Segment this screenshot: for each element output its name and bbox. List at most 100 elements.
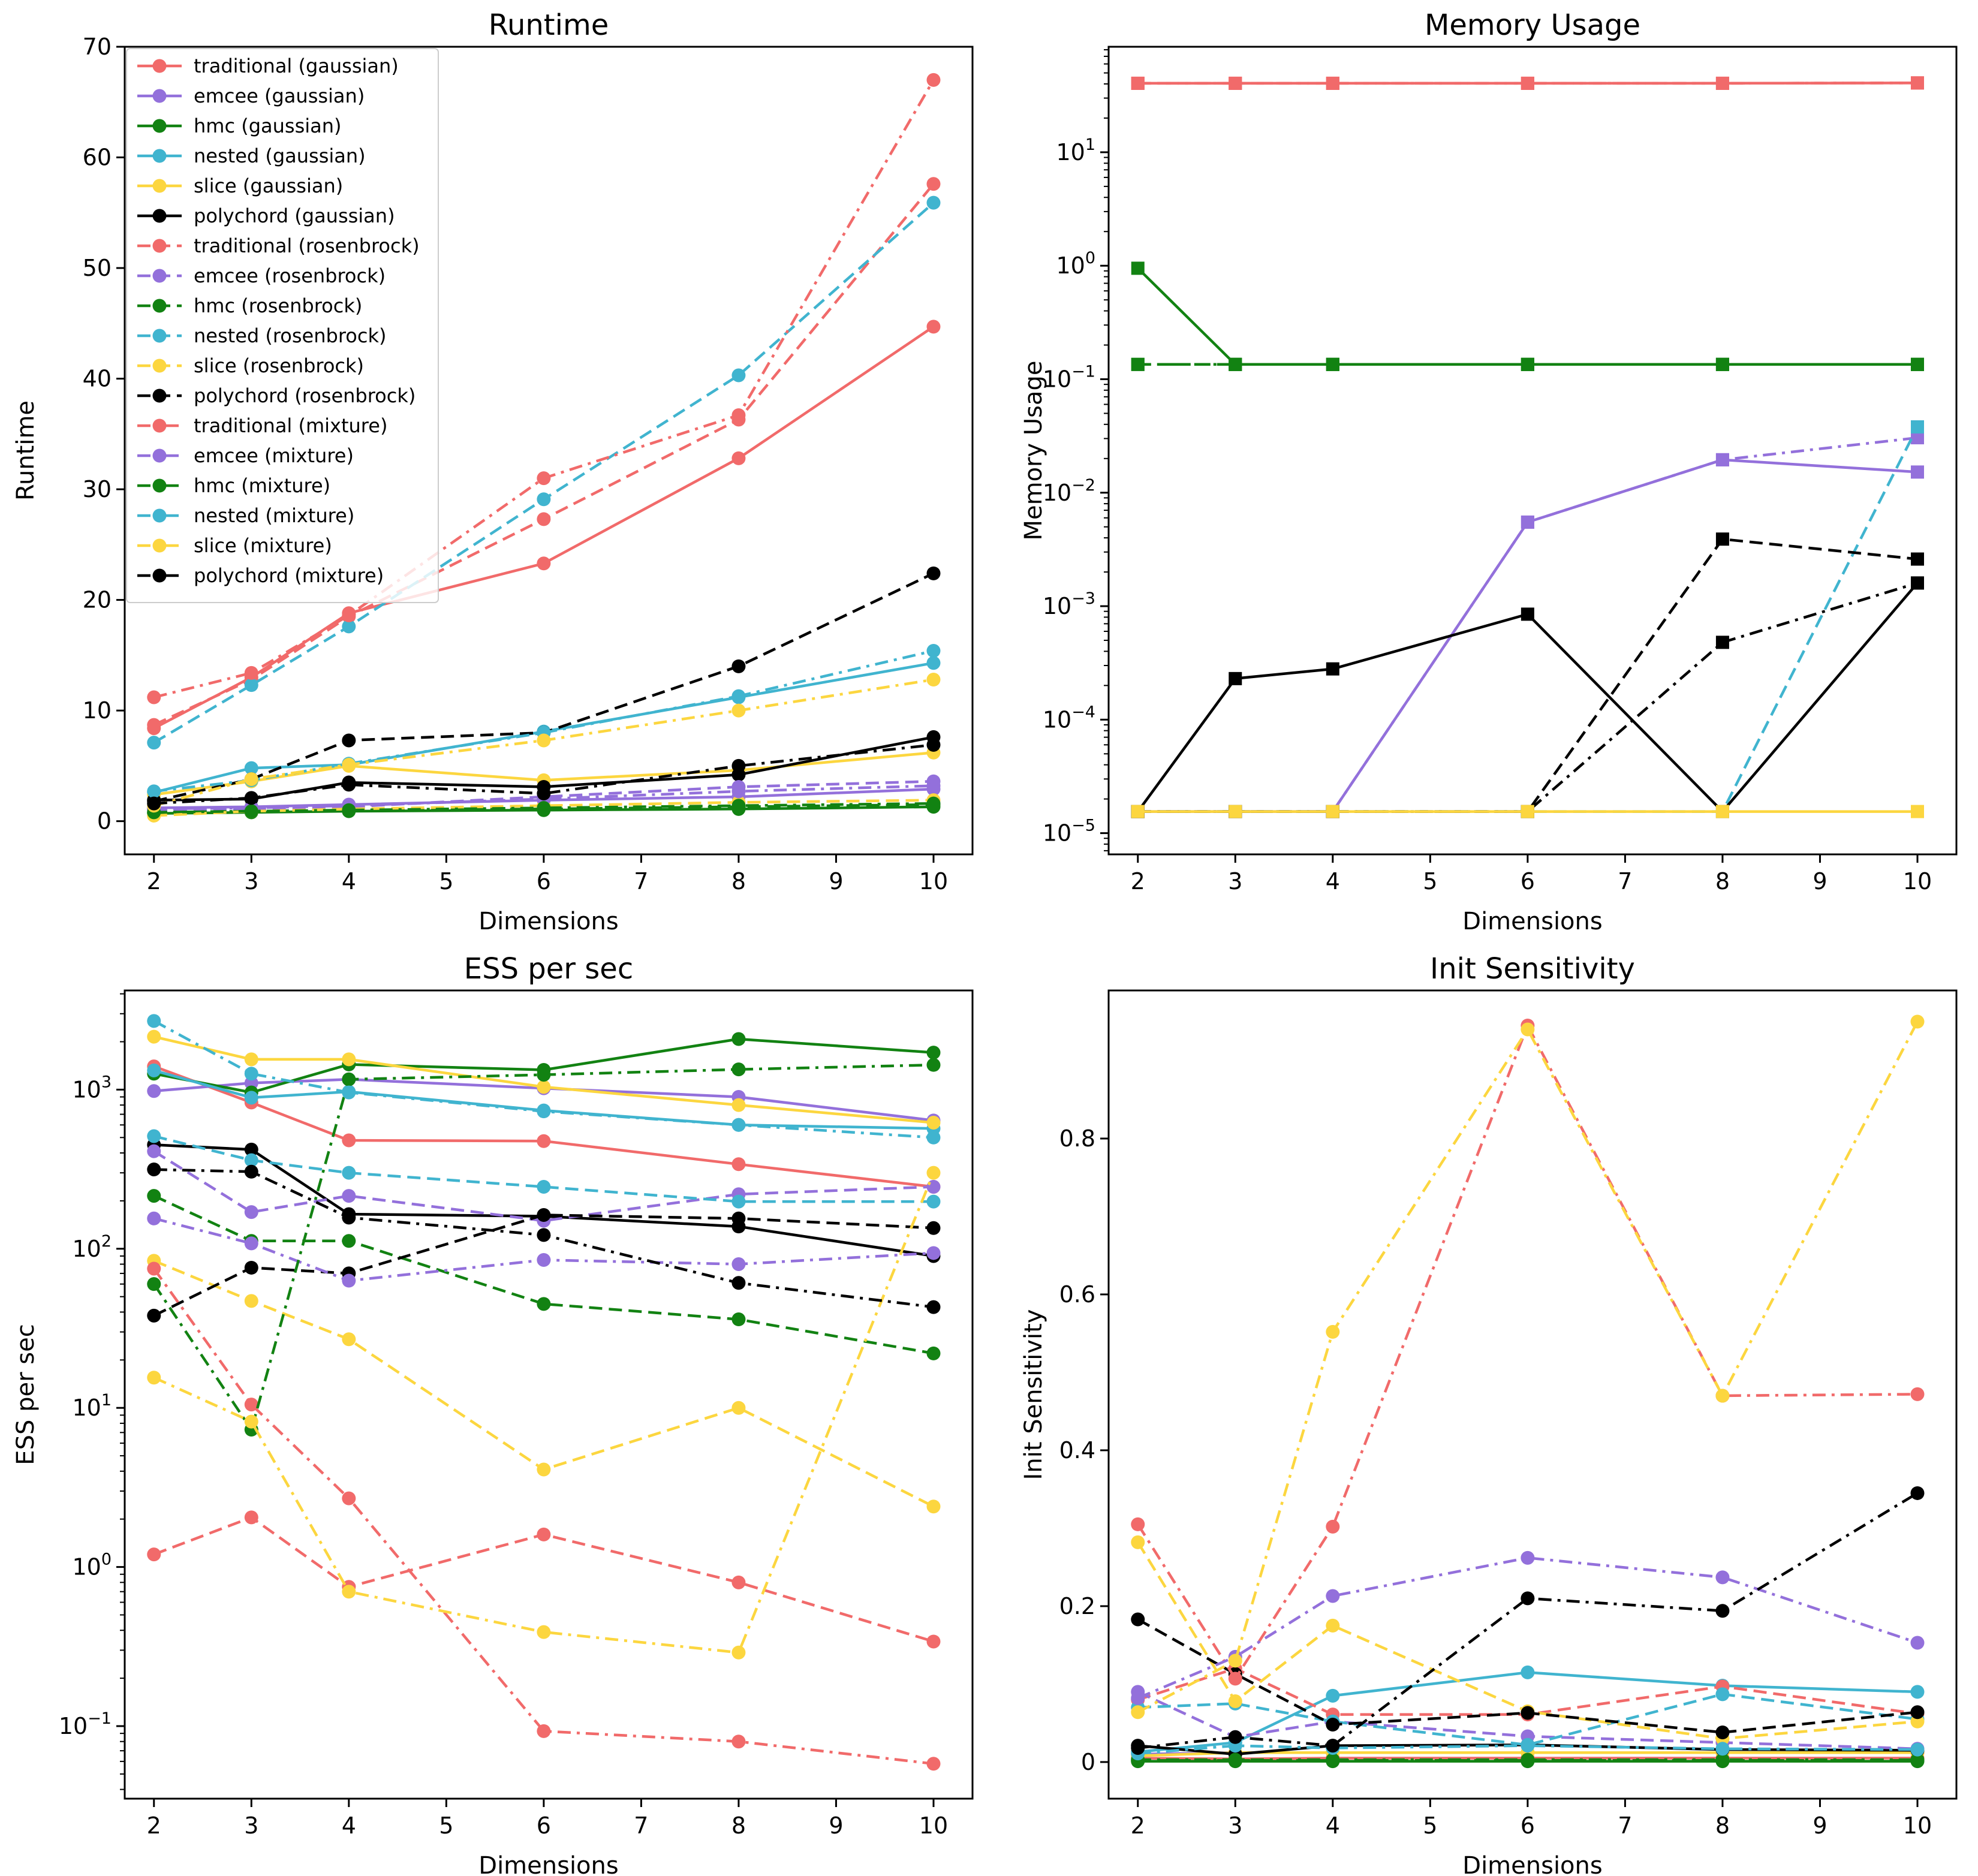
ess-point [731, 1062, 746, 1077]
ess-point [731, 1575, 746, 1589]
runtime-point [244, 678, 258, 692]
runtime-series-traditional-rosenbrock [153, 183, 935, 727]
legend-marker-nested-rosenbrock [152, 329, 167, 343]
ess-point [731, 1157, 746, 1172]
runtime-ytick-label: 50 [83, 255, 112, 281]
memory-panel: Memory Usage Dimensions Memory Usage 2 3 4 5 6 7… [1020, 8, 1958, 935]
legend-marker-nested-gaussian [152, 149, 167, 163]
ess-ytick-label: 103 [72, 1073, 112, 1103]
memory-point [1910, 465, 1924, 479]
init-series-slice-rosenbrock [1136, 1541, 1918, 1741]
memory-series-hmc-gaussian [1137, 267, 1917, 366]
memory-xtick-label: 2 [1131, 868, 1145, 895]
ess-point [147, 1144, 161, 1158]
ess-series-polychord-gaussian [153, 1143, 934, 1258]
runtime-series-polychord-rosenbrock [153, 572, 934, 803]
runtime-point [244, 804, 258, 818]
runtime-xtick-label: 5 [439, 868, 453, 895]
init-point [1910, 1685, 1925, 1699]
legend-box [126, 48, 439, 603]
init-plot-area [1131, 1014, 1925, 1769]
memory-series-emcee-gaussian [1137, 458, 1918, 813]
ess-series-traditional-gaussian [153, 1065, 934, 1188]
legend-marker-polychord-rosenbrock [152, 389, 167, 403]
legend-label-traditional-rosenbrock: traditional (rosenbrock) [194, 234, 420, 257]
memory-xtick-label: 7 [1618, 868, 1632, 895]
init-series-slice-mixture [1137, 1020, 1919, 1714]
init-series-polychord-rosenbrock [1137, 1618, 1918, 1734]
legend-marker-slice-rosenbrock [152, 359, 167, 373]
legend-marker-hmc-rosenbrock [152, 299, 167, 313]
ess-point [147, 1277, 161, 1291]
ess-series-emcee-gaussian [153, 1078, 934, 1122]
init-ytick-label: 0.8 [1059, 1125, 1095, 1152]
ess-xtick-label: 4 [342, 1812, 356, 1839]
ess-point [731, 1194, 746, 1209]
runtime-ytick-label: 10 [83, 697, 112, 724]
ess-point [244, 1236, 258, 1251]
ess-point [244, 1260, 258, 1275]
ess-point [244, 1414, 258, 1429]
ess-point [342, 1210, 356, 1225]
legend-label-hmc-gaussian: hmc (gaussian) [194, 115, 342, 137]
runtime-xtick-label: 6 [537, 868, 551, 895]
runtime-point [926, 73, 941, 87]
ess-point [147, 1129, 161, 1143]
memory-point [1910, 357, 1924, 371]
legend-marker-slice-gaussian [152, 179, 167, 193]
runtime-series-nested-gaussian [153, 661, 934, 794]
init-ylabel: Init Sensitivity [1020, 1309, 1047, 1480]
ess-xtick-label: 3 [244, 1812, 258, 1839]
legend-label-emcee-mixture: emcee (mixture) [194, 444, 354, 467]
init-point [1910, 1752, 1925, 1767]
init-point [1326, 1519, 1340, 1534]
ess-point [342, 1072, 356, 1086]
init-point [1910, 1742, 1925, 1757]
init-point [1228, 1672, 1242, 1686]
init-series-emcee-rosenbrock [1137, 1690, 1918, 1751]
ess-point [342, 1234, 356, 1248]
runtime-series-slice-rosenbrock [153, 799, 934, 817]
runtime-point [342, 608, 356, 622]
runtime-point [537, 492, 551, 507]
ess-point [926, 1130, 941, 1145]
init-xlabel: Dimensions [1462, 1852, 1602, 1876]
runtime-point [731, 659, 746, 673]
ess-point [147, 1211, 161, 1225]
ess-point [342, 1052, 356, 1067]
memory-xtick-label: 6 [1521, 868, 1535, 895]
runtime-point [926, 177, 941, 191]
init-point [1521, 1550, 1535, 1565]
runtime-xtick-label: 2 [147, 868, 161, 895]
legend-label-traditional-gaussian: traditional (gaussian) [194, 55, 399, 77]
runtime-point [537, 733, 551, 748]
init-point [1131, 1535, 1145, 1549]
init-point [1228, 1752, 1242, 1767]
memory-ytick-label: 100 [1056, 249, 1095, 279]
legend-label-hmc-rosenbrock: hmc (rosenbrock) [194, 294, 362, 317]
memory-ytick-label: 10−1 [1043, 362, 1095, 392]
ess-point [244, 1052, 258, 1067]
ess-ylabel: ESS per sec [12, 1324, 40, 1465]
ess-point [731, 1257, 746, 1272]
memory-point [1131, 357, 1145, 371]
legend-marker-traditional-gaussian [152, 59, 167, 73]
ess-series-traditional-mixture [152, 1267, 934, 1766]
ess-panel: ESS per sec Dimensions ESS per sec 2 3 4 5 6 7 8 9… [12, 952, 974, 1876]
init-point [1326, 1324, 1340, 1339]
ess-point [926, 1634, 941, 1649]
init-point [1521, 1591, 1535, 1606]
legend-label-polychord-gaussian: polychord (gaussian) [194, 204, 395, 227]
init-point [1715, 1726, 1730, 1740]
ess-point [537, 1228, 551, 1242]
ess-point [537, 1724, 551, 1738]
ess-point [342, 1332, 356, 1347]
init-point [1228, 1694, 1242, 1709]
runtime-point [537, 512, 551, 526]
runtime-point [147, 796, 161, 811]
init-point [1521, 1739, 1535, 1753]
memory-ytick-label: 10−4 [1043, 703, 1095, 733]
init-point [1910, 1636, 1925, 1650]
runtime-ytick-label: 40 [83, 366, 112, 392]
ess-point [147, 1084, 161, 1098]
